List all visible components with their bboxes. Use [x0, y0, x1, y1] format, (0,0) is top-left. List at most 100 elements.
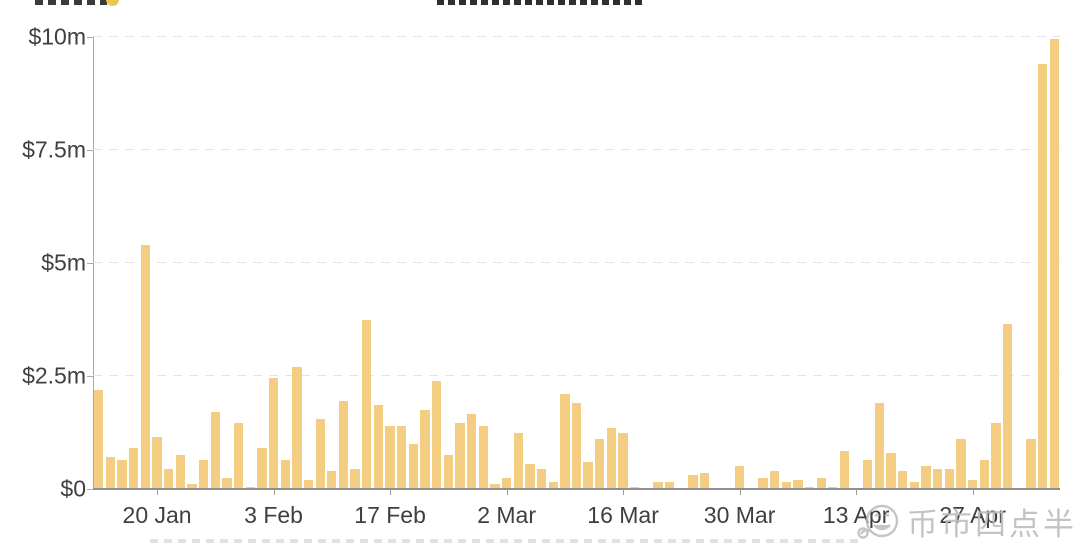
y-tick: [87, 489, 93, 490]
bar[interactable]: [665, 482, 675, 489]
bar[interactable]: [1002, 324, 1013, 489]
bar[interactable]: [758, 477, 768, 489]
bar[interactable]: [874, 403, 885, 489]
bar[interactable]: [956, 439, 966, 489]
bar[interactable]: [909, 482, 920, 489]
bar[interactable]: [152, 437, 162, 489]
x-tick: [972, 489, 974, 495]
bar[interactable]: [991, 423, 1001, 489]
bar[interactable]: [187, 484, 197, 489]
bar[interactable]: [1037, 64, 1048, 489]
bar[interactable]: [268, 378, 279, 489]
bar[interactable]: [839, 450, 850, 489]
bar[interactable]: [618, 432, 628, 489]
bar[interactable]: [699, 473, 710, 489]
bar[interactable]: [863, 459, 873, 489]
bar[interactable]: [595, 439, 605, 489]
bar[interactable]: [443, 455, 453, 489]
bar[interactable]: [245, 486, 255, 489]
x-axis-line: [93, 488, 1060, 490]
x-axis-label: 3 Feb: [244, 502, 303, 528]
watermark-text: 币市四点半: [907, 507, 1077, 542]
bar[interactable]: [280, 459, 290, 489]
y-axis-label: $5m: [41, 249, 86, 276]
bar[interactable]: [793, 479, 803, 489]
bar[interactable]: [129, 448, 139, 489]
bar[interactable]: [362, 319, 372, 489]
bar[interactable]: [653, 482, 663, 489]
bar[interactable]: [105, 457, 116, 489]
bar[interactable]: [501, 477, 512, 489]
bar[interactable]: [222, 477, 232, 489]
bar[interactable]: [513, 432, 523, 489]
bar[interactable]: [478, 425, 488, 489]
bar[interactable]: [630, 486, 640, 489]
y-grid-line: [93, 149, 1060, 150]
bar[interactable]: [432, 380, 442, 489]
x-tick: [739, 489, 741, 495]
bar[interactable]: [490, 484, 500, 489]
y-tick: [87, 263, 93, 264]
bar[interactable]: [886, 452, 896, 489]
bar[interactable]: [688, 475, 698, 489]
wechat-emoji-icon: [857, 504, 899, 539]
bar[interactable]: [781, 482, 791, 489]
bar[interactable]: [210, 412, 220, 489]
y-axis-label: $7.5m: [22, 136, 86, 163]
watermark: 币市四点半: [856, 499, 1077, 544]
bar[interactable]: [257, 448, 267, 489]
y-axis-line: [93, 37, 94, 489]
bar[interactable]: [140, 244, 151, 489]
x-axis-label: 27 Apr: [939, 502, 1006, 528]
bar[interactable]: [804, 486, 815, 489]
bar[interactable]: [117, 459, 127, 489]
bar[interactable]: [303, 479, 314, 489]
bar[interactable]: [292, 366, 302, 489]
bar[interactable]: [560, 394, 570, 489]
x-axis-label: 30 Mar: [703, 502, 776, 528]
bar[interactable]: [536, 468, 547, 489]
y-axis: $10m $7.5m $5m $2.5m $0: [0, 24, 86, 502]
bar[interactable]: [350, 468, 360, 489]
bar[interactable]: [734, 466, 745, 489]
bar[interactable]: [397, 425, 407, 489]
bar[interactable]: [816, 477, 826, 489]
bar[interactable]: [1049, 39, 1059, 489]
bar[interactable]: [338, 400, 349, 489]
bar[interactable]: [769, 470, 780, 489]
bar[interactable]: [408, 443, 419, 489]
bar[interactable]: [420, 409, 430, 489]
x-tick: [856, 489, 858, 495]
bar[interactable]: [525, 464, 535, 489]
bar[interactable]: [199, 459, 209, 489]
bar[interactable]: [944, 468, 954, 489]
bar[interactable]: [921, 466, 931, 489]
y-tick: [87, 376, 93, 377]
x-axis-label: 17 Feb: [354, 502, 426, 528]
y-grid-line: [93, 262, 1060, 263]
bar[interactable]: [979, 459, 989, 489]
bar[interactable]: [233, 423, 244, 489]
bar[interactable]: [828, 486, 838, 489]
bar[interactable]: [94, 389, 104, 489]
bar[interactable]: [164, 468, 174, 489]
bar[interactable]: [571, 403, 582, 489]
clipped-logo-dot: [106, 0, 119, 6]
bar[interactable]: [606, 427, 617, 489]
bar[interactable]: [583, 461, 593, 489]
bar[interactable]: [385, 425, 395, 489]
bar[interactable]: [1026, 439, 1036, 489]
y-axis-label: $10m: [28, 23, 86, 50]
x-tick: [390, 489, 392, 495]
bar[interactable]: [548, 482, 558, 489]
bar[interactable]: [466, 414, 477, 489]
bar[interactable]: [933, 468, 943, 489]
bar[interactable]: [455, 423, 465, 489]
bar[interactable]: [967, 479, 978, 489]
x-tick: [506, 489, 508, 495]
bar[interactable]: [175, 455, 186, 489]
bar[interactable]: [373, 405, 384, 489]
bar[interactable]: [898, 470, 908, 489]
bar[interactable]: [327, 470, 337, 489]
bar[interactable]: [315, 418, 325, 489]
